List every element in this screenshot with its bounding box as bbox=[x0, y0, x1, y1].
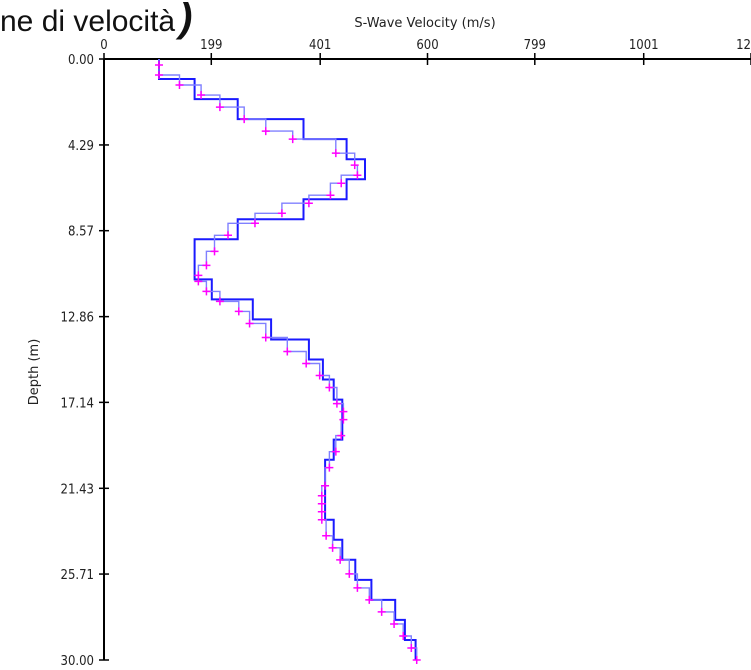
y-tick-label: 4.29 bbox=[68, 139, 94, 154]
x-tick-label: 1200 bbox=[736, 38, 751, 53]
x-tick-label: 1001 bbox=[629, 38, 659, 53]
x-tick-label: 799 bbox=[524, 38, 546, 53]
data-point-marker bbox=[224, 231, 233, 240]
data-point-marker bbox=[317, 499, 326, 508]
y-tick-label: 17.14 bbox=[61, 396, 94, 411]
data-point-marker bbox=[197, 91, 206, 100]
data-point-marker bbox=[302, 359, 311, 368]
data-point-marker bbox=[337, 431, 346, 440]
data-point-marker bbox=[154, 71, 163, 80]
data-point-marker bbox=[202, 287, 211, 296]
data-point-marker bbox=[407, 643, 416, 652]
data-point-marker bbox=[336, 555, 345, 564]
data-point-marker bbox=[315, 371, 324, 380]
data-point-marker bbox=[399, 631, 408, 640]
data-point-marker bbox=[345, 569, 354, 578]
data-point-marker bbox=[240, 115, 249, 124]
data-point-marker bbox=[304, 199, 313, 208]
data-point-marker bbox=[350, 161, 359, 170]
y-axis-title: Depth (m) bbox=[27, 339, 42, 406]
data-point-marker bbox=[353, 171, 362, 180]
data-point-marker bbox=[365, 595, 374, 604]
series-layer bbox=[158, 59, 418, 660]
data-point-marker bbox=[175, 81, 184, 90]
data-point-marker bbox=[412, 656, 421, 664]
data-point-marker bbox=[283, 347, 292, 356]
y-tick-label: 0.00 bbox=[68, 53, 94, 68]
data-point-marker bbox=[339, 407, 348, 416]
data-point-marker bbox=[339, 415, 348, 424]
x-tick-label: 199 bbox=[200, 38, 222, 53]
data-point-marker bbox=[277, 209, 286, 218]
y-tick-label: 21.43 bbox=[61, 482, 94, 497]
data-point-marker bbox=[377, 607, 386, 616]
data-point-marker bbox=[332, 399, 341, 408]
data-point-marker bbox=[215, 103, 224, 112]
data-point-marker bbox=[328, 543, 337, 552]
y-tick-label: 8.57 bbox=[68, 225, 94, 240]
y-tick-label: 25.71 bbox=[61, 568, 94, 583]
data-point-marker bbox=[194, 277, 203, 286]
data-point-marker bbox=[321, 481, 330, 490]
data-point-marker bbox=[322, 531, 331, 540]
data-point-marker bbox=[202, 261, 211, 270]
x-axis-title: S-Wave Velocity (m/s) bbox=[354, 16, 495, 31]
x-tick-label: 401 bbox=[309, 38, 331, 53]
heading-paren: ) bbox=[179, 0, 193, 40]
data-point-marker bbox=[288, 135, 297, 144]
x-tick-label: 600 bbox=[416, 38, 438, 53]
data-point-marker bbox=[245, 319, 254, 328]
data-point-marker bbox=[325, 463, 334, 472]
series-line bbox=[158, 59, 417, 660]
data-point-marker bbox=[337, 179, 346, 188]
data-point-marker bbox=[331, 447, 340, 456]
data-point-marker bbox=[390, 619, 399, 628]
data-point-marker bbox=[353, 583, 362, 592]
axes: 0 199 401 600 799 1001 1200 0.00 4.29 8.57 12.86 17… bbox=[61, 38, 751, 669]
series-line bbox=[158, 59, 418, 660]
data-point-marker bbox=[234, 307, 243, 316]
data-point-marker bbox=[326, 191, 335, 200]
data-point-marker bbox=[261, 333, 270, 342]
data-point-marker bbox=[325, 383, 334, 392]
data-point-marker bbox=[317, 515, 326, 524]
data-point-marker bbox=[261, 127, 270, 136]
slide-heading: ne di velocità) bbox=[0, 0, 192, 41]
data-point-marker bbox=[215, 297, 224, 306]
heading-text: ne di velocità bbox=[0, 5, 176, 38]
data-point-marker bbox=[317, 507, 326, 516]
data-point-marker bbox=[154, 61, 163, 70]
data-point-marker bbox=[317, 491, 326, 500]
data-point-marker bbox=[331, 149, 340, 158]
data-point-marker bbox=[210, 247, 219, 256]
y-tick-label: 12.86 bbox=[61, 311, 94, 326]
x-tick-label: 0 bbox=[100, 38, 107, 53]
marker-layer bbox=[154, 61, 421, 664]
data-point-marker bbox=[250, 219, 259, 228]
y-tick-label: 30.00 bbox=[61, 654, 94, 669]
